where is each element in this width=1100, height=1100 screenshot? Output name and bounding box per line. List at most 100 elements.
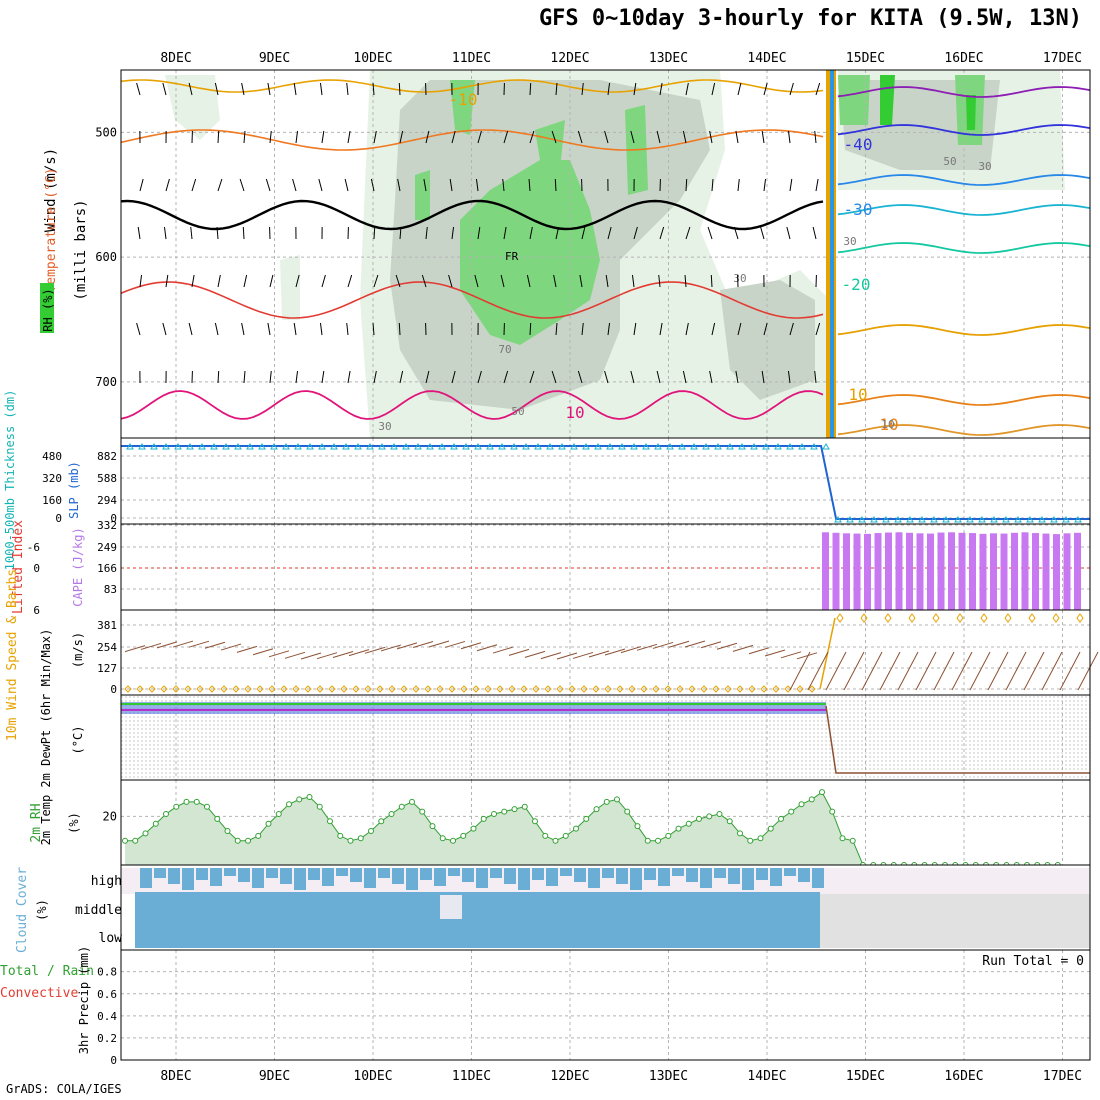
rh2m-point	[747, 837, 754, 844]
wind-barb	[607, 82, 611, 96]
chart-title: GFS 0~10day 3-hourly for KITA (9.5W, 13N…	[538, 6, 1082, 31]
rh2m-point	[409, 798, 415, 805]
isotherm-line	[120, 390, 824, 420]
cloud-high-bar	[350, 868, 362, 882]
wind-tick-label: 127	[97, 662, 117, 675]
cloud-level-label: high	[91, 874, 122, 889]
cape-bar	[843, 533, 850, 610]
rh2m-point	[829, 808, 836, 815]
wind-barb	[214, 322, 219, 336]
rh2m-point	[562, 832, 569, 839]
rh2m-point	[778, 815, 784, 822]
wind-speed-marker	[136, 685, 144, 693]
wind-barb	[217, 178, 223, 192]
wind-speed-marker	[836, 613, 844, 623]
wind-speed-marker	[736, 685, 744, 693]
rh2m-point	[767, 825, 774, 832]
li-axis-label: Lifted Index	[11, 520, 26, 614]
wind-speed-marker	[340, 685, 348, 693]
wind-barb-10m	[843, 651, 865, 691]
wind-barb-10m	[915, 651, 937, 691]
panel-frame	[120, 523, 1091, 611]
isotherm-line	[120, 79, 824, 93]
date-label-top: 17DEC	[1043, 51, 1082, 66]
wind-barb	[293, 82, 297, 96]
date-label-bottom: 12DEC	[550, 1069, 589, 1084]
wind-barb	[347, 130, 351, 144]
wind-speed-marker	[520, 685, 528, 693]
date-label-bottom: 13DEC	[649, 1069, 688, 1084]
wind-barb-10m	[140, 642, 162, 650]
precip-tick-label: 0	[110, 1054, 117, 1067]
wind-barb	[502, 178, 505, 192]
thickness-marker	[762, 443, 770, 450]
isotherm-line	[837, 124, 1091, 136]
wind-barb	[243, 370, 246, 384]
wind-barb	[373, 130, 377, 144]
isotherm-label: 10	[848, 385, 867, 404]
wind-speed-marker	[328, 685, 336, 693]
wind-barb	[475, 178, 479, 192]
rh2m-point	[439, 835, 446, 842]
thickness-marker	[174, 443, 182, 450]
rh2m-unit-label: (%)	[67, 812, 81, 834]
cloud-high-bar	[462, 868, 474, 882]
wind-tick-label: 0	[110, 683, 117, 696]
wind-speed-marker	[784, 685, 792, 693]
cloud-axis-label: Cloud Cover	[15, 867, 30, 953]
wind-barb	[604, 370, 609, 384]
wind-barb	[682, 130, 687, 144]
rh2m-point	[214, 815, 221, 822]
cloud-high-bar	[420, 868, 432, 880]
wind-barb	[397, 178, 401, 192]
thickness-marker	[606, 443, 614, 450]
wind-barb-10m	[789, 651, 811, 691]
rh-contour-label: 30	[978, 160, 991, 173]
wind-barb	[685, 322, 689, 336]
thickness-marker	[738, 443, 746, 450]
rh2m-point	[685, 820, 692, 827]
wind-barb	[217, 370, 220, 384]
y-tick-label: 700	[95, 375, 117, 389]
cloud-high-bar	[700, 868, 712, 888]
cloud-high-bar	[518, 868, 530, 890]
wind-barb	[239, 178, 245, 192]
thickness-marker	[582, 443, 590, 450]
isotherm-label: -20	[842, 275, 871, 294]
wind-barb	[684, 274, 687, 288]
thickness-marker	[618, 443, 626, 450]
rh2m-point	[675, 825, 682, 832]
wind-barb	[656, 130, 661, 144]
isotherm-label: -40	[844, 135, 873, 154]
precip-tick-label: 0.4	[97, 1010, 117, 1023]
wind-barb	[685, 178, 688, 192]
wind-barb	[346, 82, 349, 96]
thickness-marker	[318, 443, 326, 450]
cape-bar	[990, 533, 997, 610]
cloud-high-bar	[714, 868, 726, 878]
thickness-marker	[402, 443, 410, 450]
wind-barb	[243, 130, 246, 144]
cloud-mid-bg	[820, 894, 1090, 948]
wind-speed-marker	[160, 685, 168, 693]
thickness-marker	[546, 443, 554, 450]
wind-barb	[477, 370, 482, 384]
thickness-marker	[978, 516, 986, 523]
cloud-high-bar	[630, 868, 642, 890]
wind-barb	[217, 274, 221, 288]
cloud-high-bar	[266, 868, 278, 878]
wind-barb	[139, 274, 143, 288]
wind-barb-10m	[636, 643, 658, 651]
cloud-high-bar	[812, 868, 824, 888]
rh2m-point	[142, 830, 149, 837]
thickness-marker	[882, 516, 890, 523]
isotherm-label: -30	[844, 200, 873, 219]
wind-barb	[711, 322, 716, 336]
wind-barb-10m	[1077, 651, 1099, 691]
wind-barb	[165, 178, 170, 192]
rh2m-point	[706, 813, 713, 820]
rh2m-point	[593, 806, 600, 813]
wind-barb-10m	[732, 644, 754, 652]
wind-barb-10m	[220, 643, 242, 651]
wind-speed-marker	[124, 685, 132, 693]
